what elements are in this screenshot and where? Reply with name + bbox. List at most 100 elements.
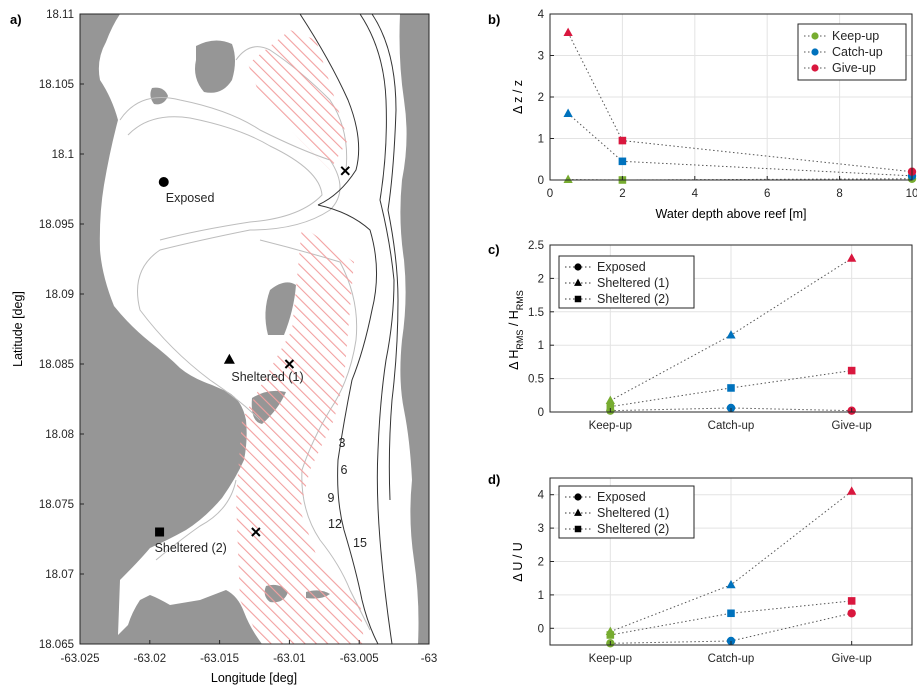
legend-entry: Give-up xyxy=(832,61,876,75)
data-marker xyxy=(847,253,857,262)
xtick-label: 4 xyxy=(692,188,699,200)
site-marker xyxy=(223,353,235,364)
panel-c-legend: Exposed Sheltered (1) Sheltered (2) xyxy=(558,255,695,309)
map-ylabel: Latitude [deg] xyxy=(11,291,25,367)
cross-marker xyxy=(251,527,261,537)
legend-marker xyxy=(574,278,582,286)
ytick-label: 2 xyxy=(538,273,544,285)
map-ytick-label: 18.11 xyxy=(46,9,74,21)
data-marker xyxy=(726,636,736,646)
map-ytick-label: 18.07 xyxy=(45,569,74,581)
map-xtick-label: -63.02 xyxy=(133,653,166,665)
contour-label: 12 xyxy=(328,517,342,531)
data-marker xyxy=(563,27,573,37)
ytick-label: 1 xyxy=(538,340,544,352)
panel-c-ticks: 0 0.5 1 1.5 2 2.5 Keep-up Catch-up Give-up xyxy=(528,240,872,432)
ytick-label: 2 xyxy=(538,92,544,104)
series-line xyxy=(610,370,852,408)
xtick-label: Keep-up xyxy=(589,653,632,665)
ytick-label: 1 xyxy=(538,590,544,602)
legend-marker xyxy=(811,48,819,56)
contour-label: 15 xyxy=(353,536,367,550)
map-xtick-label: -63.01 xyxy=(273,653,306,665)
data-marker xyxy=(726,403,736,413)
site-label: Sheltered (2) xyxy=(155,541,227,555)
site-label: Sheltered (1) xyxy=(231,370,303,384)
ytick-label: 0 xyxy=(538,175,544,187)
xtick-label: Catch-up xyxy=(708,420,755,432)
panel-d-ticks: 0 1 2 3 4 Keep-up Catch-up Give-up xyxy=(538,490,872,665)
data-marker xyxy=(606,402,615,411)
panel-a-label: a) xyxy=(10,12,22,27)
data-marker xyxy=(847,597,856,605)
panel-c-chart: c) 0 0.5 1 1.5 2 2.5 Keep-up Catch-up Give-up Δ … xyxy=(488,240,913,432)
xtick-label: 8 xyxy=(836,188,842,200)
ytick-label: 1 xyxy=(538,134,544,146)
map-ytick-label: 18.08 xyxy=(45,429,74,441)
panel-d-label: d) xyxy=(488,472,500,487)
map-hatched-area-central xyxy=(236,226,364,644)
ytick-label: 4 xyxy=(538,490,545,502)
panel-d-ylabel: Δ U / U xyxy=(511,542,525,582)
data-marker xyxy=(726,579,736,589)
legend-entry: Exposed xyxy=(597,260,646,274)
panel-b-chart: b) 0 1 2 3 4 0 2 4 6 8 10 Water depth above reef [… xyxy=(488,9,917,221)
site-marker xyxy=(158,177,169,187)
legend-entry: Sheltered (1) xyxy=(597,506,669,520)
xtick-label: 10 xyxy=(906,188,917,200)
data-marker xyxy=(727,384,735,392)
cross-marker xyxy=(284,359,295,369)
site-marker xyxy=(155,527,165,537)
panel-d-chart: d) 0 1 2 3 4 Keep-up Catch-up Give-up Δ U / U E… xyxy=(488,472,913,665)
map-xlabel: Longitude [deg] xyxy=(211,671,297,685)
legend-marker xyxy=(811,32,819,40)
map-ytick-label: 18.105 xyxy=(39,79,74,91)
map-xtick-label: -63.025 xyxy=(60,653,99,665)
xtick-label: 2 xyxy=(619,188,625,200)
panel-b-ticks: 0 1 2 3 4 0 2 4 6 8 10 xyxy=(538,9,917,200)
ytick-label: 1.5 xyxy=(528,307,544,319)
panel-d-legend: Exposed Sheltered (1) Sheltered (2) xyxy=(558,485,695,539)
site-label: Exposed xyxy=(166,191,215,205)
panel-b-label: b) xyxy=(488,12,500,27)
xtick-label: 6 xyxy=(764,188,770,200)
ytick-label: 0.5 xyxy=(528,374,544,386)
data-marker xyxy=(605,395,615,405)
map-islet xyxy=(150,87,168,105)
map-ytick-label: 18.095 xyxy=(39,219,74,231)
ytick-label: 0 xyxy=(538,407,544,419)
ytick-label: 4 xyxy=(538,9,545,21)
map-axes: -63.025 -63.02 -63.015 -63.01 -63.005 -63 18.0… xyxy=(39,9,438,665)
panel-b-ylabel: Δ z / z xyxy=(511,80,525,114)
ytick-label: 2 xyxy=(538,557,544,569)
xtick-label: Keep-up xyxy=(589,420,632,432)
panel-c-label: c) xyxy=(488,242,500,257)
xtick-label: Give-up xyxy=(832,653,872,665)
contour-label: 3 xyxy=(339,436,346,450)
cross-marker xyxy=(340,166,350,176)
legend-entry: Exposed xyxy=(597,490,646,504)
map-east-land xyxy=(399,14,429,644)
ytick-label: 3 xyxy=(538,523,544,535)
legend-entry: Sheltered (1) xyxy=(597,276,669,290)
map-deep-contours xyxy=(299,14,399,644)
legend-marker xyxy=(574,295,582,303)
map-ytick-label: 18.09 xyxy=(45,289,74,301)
data-marker xyxy=(563,108,573,117)
panel-b-xlabel: Water depth above reef [m] xyxy=(655,207,806,221)
map-ytick-label: 18.065 xyxy=(39,639,74,651)
legend-marker xyxy=(574,508,582,516)
map-cay xyxy=(265,282,296,335)
data-marker xyxy=(847,486,857,495)
map-contour-labels: 3 69 12 15 xyxy=(328,436,367,550)
legend-marker xyxy=(574,263,582,271)
map-hatched-area-north xyxy=(248,30,348,170)
data-marker xyxy=(606,631,615,639)
data-marker xyxy=(618,136,627,145)
panel-a-map: a) xyxy=(10,9,437,685)
ytick-label: 0 xyxy=(538,623,544,635)
legend-entry: Catch-up xyxy=(832,45,883,59)
contour-label: 9 xyxy=(328,491,335,505)
data-marker xyxy=(563,174,573,183)
